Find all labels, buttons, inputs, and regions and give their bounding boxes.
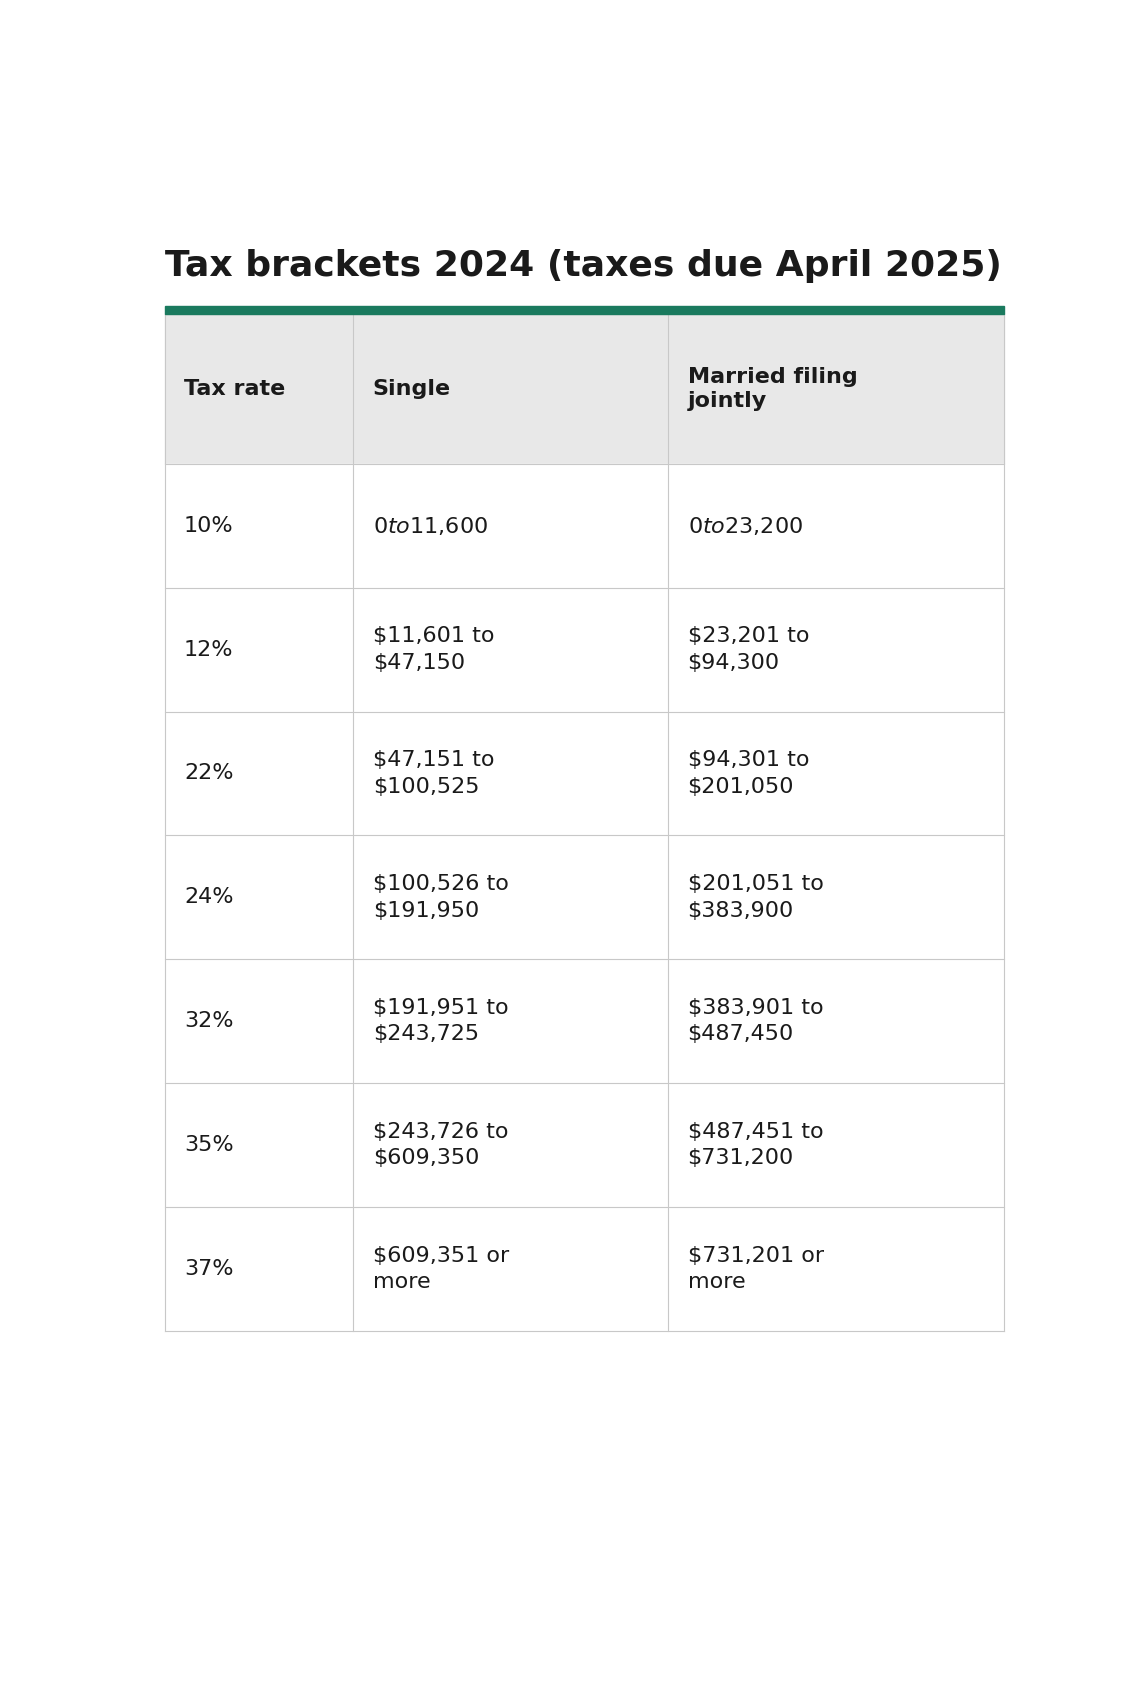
Text: 12%: 12% <box>184 640 234 660</box>
Bar <box>164 711 1004 835</box>
Text: $191,951 to
$243,725: $191,951 to $243,725 <box>373 997 508 1045</box>
Text: $0 to $23,200: $0 to $23,200 <box>687 515 803 537</box>
Bar <box>164 835 1004 960</box>
Text: $11,601 to
$47,150: $11,601 to $47,150 <box>373 626 495 672</box>
Text: $243,726 to
$609,350: $243,726 to $609,350 <box>373 1122 508 1168</box>
Bar <box>164 587 1004 711</box>
Text: 37%: 37% <box>184 1260 234 1278</box>
Text: $487,451 to
$731,200: $487,451 to $731,200 <box>687 1122 823 1168</box>
Bar <box>164 306 1004 313</box>
Text: 32%: 32% <box>184 1011 234 1031</box>
Bar <box>164 464 1004 587</box>
Text: $100,526 to
$191,950: $100,526 to $191,950 <box>373 874 508 921</box>
Bar <box>164 960 1004 1084</box>
Text: 24%: 24% <box>184 887 234 907</box>
Text: Single: Single <box>373 379 451 400</box>
Text: $201,051 to
$383,900: $201,051 to $383,900 <box>687 874 823 921</box>
Text: $94,301 to
$201,050: $94,301 to $201,050 <box>687 750 809 797</box>
Text: 35%: 35% <box>184 1134 234 1155</box>
Text: Tax rate: Tax rate <box>184 379 285 400</box>
Bar <box>164 1207 1004 1331</box>
Text: $23,201 to
$94,300: $23,201 to $94,300 <box>687 626 809 672</box>
Text: Tax brackets 2024 (taxes due April 2025): Tax brackets 2024 (taxes due April 2025) <box>164 249 1001 283</box>
Text: 22%: 22% <box>184 764 234 784</box>
Text: $0 to $11,600: $0 to $11,600 <box>373 515 488 537</box>
Bar <box>164 1084 1004 1207</box>
Text: $47,151 to
$100,525: $47,151 to $100,525 <box>373 750 495 797</box>
Text: 10%: 10% <box>184 516 234 535</box>
Text: $609,351 or
more: $609,351 or more <box>373 1246 510 1292</box>
Text: $383,901 to
$487,450: $383,901 to $487,450 <box>687 997 823 1045</box>
Text: $731,201 or
more: $731,201 or more <box>687 1246 824 1292</box>
Text: Married filing
jointly: Married filing jointly <box>687 366 857 411</box>
Bar <box>164 313 1004 464</box>
